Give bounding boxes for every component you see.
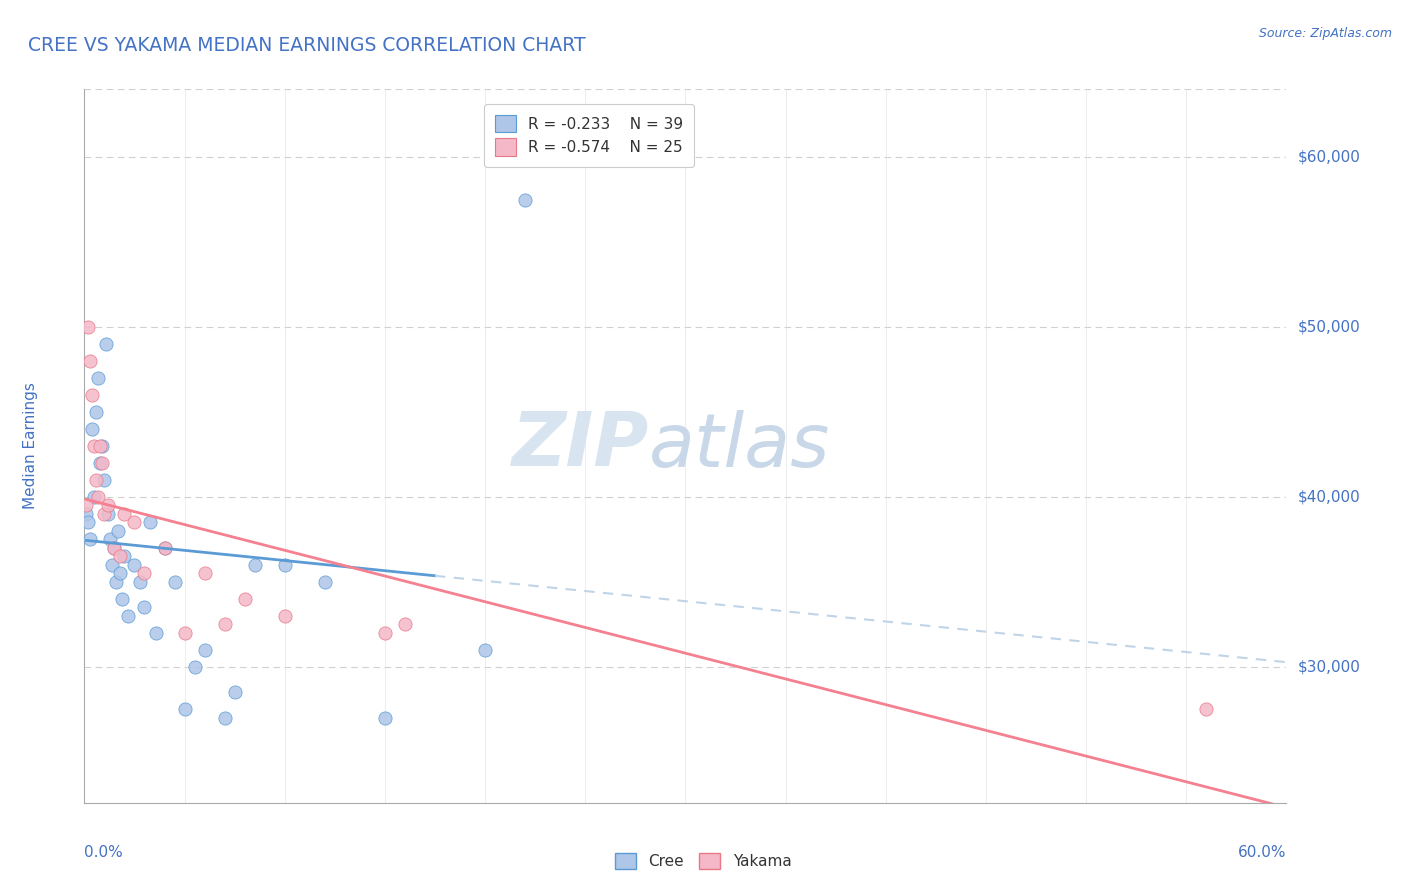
Point bbox=[114, 507, 135, 521]
Point bbox=[173, 626, 195, 640]
Point bbox=[86, 405, 108, 419]
Point bbox=[139, 516, 162, 530]
Point bbox=[91, 456, 114, 470]
Point bbox=[77, 516, 100, 530]
Point bbox=[314, 574, 336, 589]
Point bbox=[97, 507, 120, 521]
Point bbox=[124, 516, 146, 530]
Point bbox=[93, 507, 115, 521]
Text: atlas: atlas bbox=[650, 410, 831, 482]
Text: $50,000: $50,000 bbox=[1298, 319, 1361, 334]
Point bbox=[1195, 702, 1218, 716]
Point bbox=[117, 608, 139, 623]
Point bbox=[274, 558, 297, 572]
Point bbox=[274, 608, 297, 623]
Point bbox=[129, 574, 152, 589]
Text: CREE VS YAKAMA MEDIAN EARNINGS CORRELATION CHART: CREE VS YAKAMA MEDIAN EARNINGS CORRELATI… bbox=[28, 36, 586, 54]
Point bbox=[82, 422, 104, 436]
Point bbox=[111, 591, 134, 606]
Point bbox=[153, 541, 176, 555]
Point bbox=[97, 499, 120, 513]
Point bbox=[91, 439, 114, 453]
Point bbox=[96, 337, 118, 351]
Point bbox=[374, 711, 396, 725]
Point bbox=[79, 354, 101, 368]
Point bbox=[243, 558, 266, 572]
Point bbox=[145, 626, 167, 640]
Point bbox=[83, 439, 105, 453]
Point bbox=[233, 591, 256, 606]
Point bbox=[87, 490, 110, 504]
Text: Median Earnings: Median Earnings bbox=[22, 383, 38, 509]
Point bbox=[214, 617, 236, 632]
Point bbox=[110, 549, 132, 564]
Point bbox=[194, 566, 217, 581]
Text: $60,000: $60,000 bbox=[1298, 150, 1361, 165]
Text: $40,000: $40,000 bbox=[1298, 490, 1361, 505]
Legend: Cree, Yakama: Cree, Yakama bbox=[609, 847, 797, 875]
Point bbox=[183, 660, 205, 674]
Text: 0.0%: 0.0% bbox=[84, 845, 124, 860]
Legend: R = -0.233    N = 39, R = -0.574    N = 25: R = -0.233 N = 39, R = -0.574 N = 25 bbox=[484, 104, 695, 167]
Point bbox=[100, 533, 122, 547]
Point bbox=[89, 439, 111, 453]
Text: $30,000: $30,000 bbox=[1298, 659, 1361, 674]
Point bbox=[394, 617, 416, 632]
Point bbox=[103, 541, 125, 555]
Point bbox=[134, 566, 156, 581]
Point bbox=[75, 499, 97, 513]
Point bbox=[89, 456, 111, 470]
Point bbox=[86, 473, 108, 487]
Point bbox=[101, 558, 124, 572]
Point bbox=[173, 702, 195, 716]
Point bbox=[107, 524, 129, 538]
Point bbox=[114, 549, 135, 564]
Point bbox=[82, 388, 104, 402]
Point bbox=[87, 371, 110, 385]
Point bbox=[83, 490, 105, 504]
Point bbox=[194, 643, 217, 657]
Point bbox=[103, 541, 125, 555]
Point bbox=[79, 533, 101, 547]
Point bbox=[163, 574, 186, 589]
Point bbox=[75, 507, 97, 521]
Point bbox=[134, 600, 156, 615]
Text: Source: ZipAtlas.com: Source: ZipAtlas.com bbox=[1258, 27, 1392, 40]
Point bbox=[105, 574, 128, 589]
Point bbox=[224, 685, 246, 699]
Point bbox=[93, 473, 115, 487]
Point bbox=[110, 566, 132, 581]
Point bbox=[77, 320, 100, 334]
Text: 60.0%: 60.0% bbox=[1239, 845, 1286, 860]
Point bbox=[153, 541, 176, 555]
Point bbox=[515, 193, 537, 207]
Point bbox=[214, 711, 236, 725]
Text: ZIP: ZIP bbox=[512, 409, 650, 483]
Point bbox=[124, 558, 146, 572]
Point bbox=[374, 626, 396, 640]
Point bbox=[474, 643, 496, 657]
